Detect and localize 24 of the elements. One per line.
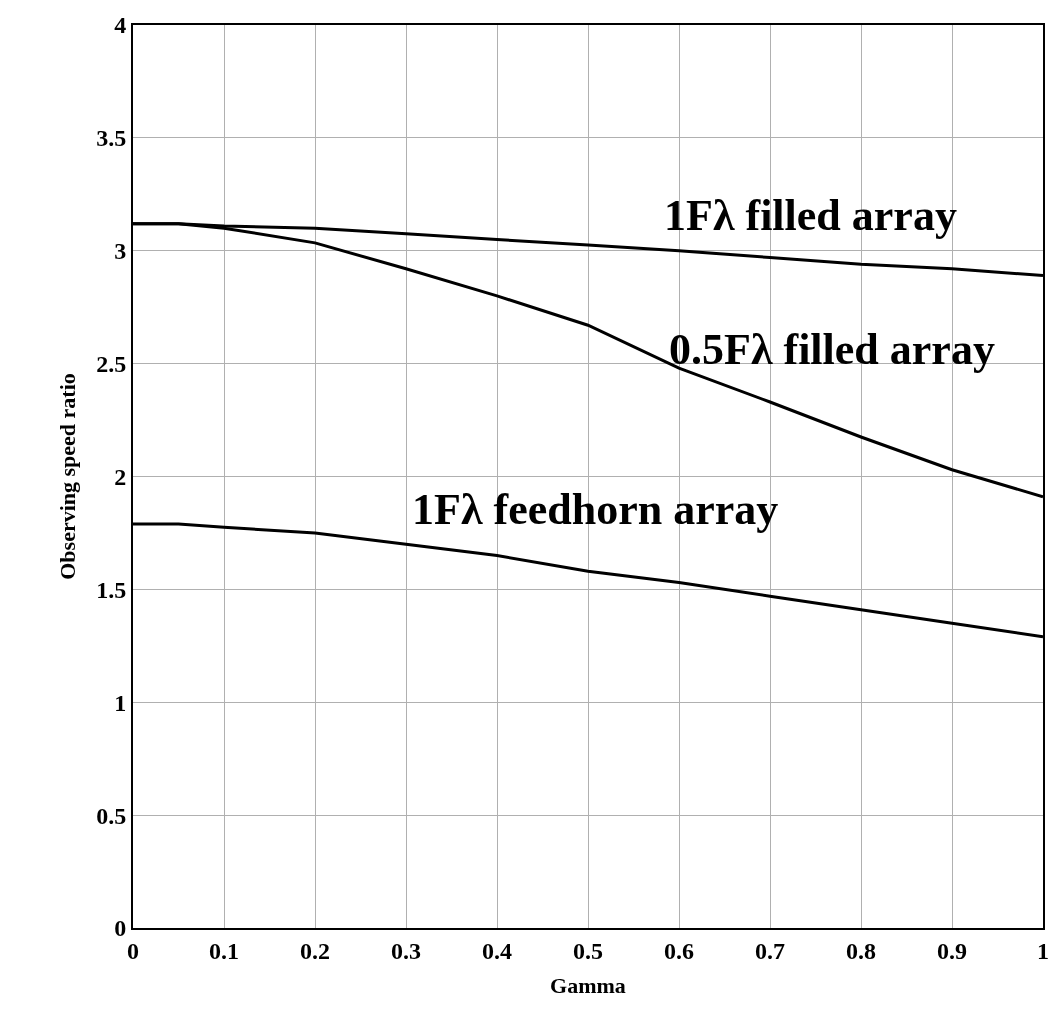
series-label: 1Fλ feedhorn array [412,485,779,534]
x-tick-label: 0.3 [391,937,421,964]
x-tick-label: 0.2 [300,937,330,964]
y-axis-title: Observing speed ratio [54,373,80,580]
x-tick-label: 1 [1037,937,1049,964]
y-tick-label: 4 [114,12,127,39]
y-tick-label: 3 [114,238,127,265]
y-tick-label: 2 [114,463,127,490]
y-tick-label: 0.5 [96,802,127,829]
y-tick-label: 2.5 [96,351,127,378]
x-tick-label: 0.7 [755,937,785,964]
x-tick-label: 0.6 [664,937,694,964]
series-label: 0.5Fλ filled array [669,325,995,374]
x-tick-label: 0.9 [937,937,967,964]
x-tick-label: 0.4 [482,937,512,964]
y-tick-label: 0 [114,915,127,942]
y-tick-label: 3.5 [96,125,127,152]
x-axis-title: Gamma [550,973,626,999]
x-tick-label: 0.1 [209,937,239,964]
y-tick-label: 1.5 [96,576,127,603]
x-tick-label: 0.5 [573,937,603,964]
series-label: 1Fλ filled array [664,191,957,240]
x-tick-label: 0.8 [846,937,876,964]
y-tick-label: 1 [114,689,127,716]
